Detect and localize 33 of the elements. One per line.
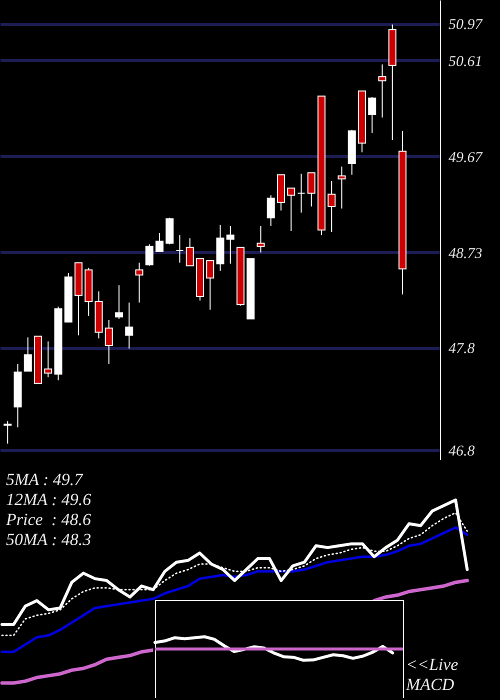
candlestick (156, 232, 164, 252)
candlestick (368, 96, 376, 134)
candlestick (307, 172, 316, 207)
annotation: 12MA : 49.6 (6, 490, 92, 510)
candlestick (115, 284, 123, 320)
candlestick (44, 340, 52, 378)
candlestick (266, 194, 275, 226)
candlestick (226, 225, 234, 264)
y-tick-label: 47.8 (448, 341, 476, 358)
candlestick (206, 260, 214, 310)
y-tick-label: 50.61 (448, 54, 482, 70)
candlestick (378, 64, 386, 118)
annotation: 50MA : 48.3 (6, 530, 92, 550)
y-tick-label: 46.8 (448, 443, 476, 460)
candlestick (186, 238, 194, 266)
y-tick-label: 48.73 (448, 246, 482, 262)
candlestick (104, 319, 113, 364)
candlestick (145, 244, 154, 266)
annotation: <<Live MACD (406, 655, 460, 695)
candlestick (256, 225, 265, 253)
annotation: Price : 48.6 (6, 510, 92, 530)
candlestick (4, 420, 12, 444)
candlestick (338, 166, 346, 210)
candlestick (125, 302, 134, 350)
candlestick (24, 336, 32, 372)
y-tick-label: 50.97 (448, 17, 484, 34)
text: 5MA : 49.7 (6, 470, 84, 490)
candlestick (287, 188, 296, 232)
candlestick (135, 262, 144, 304)
candlestick (328, 180, 336, 233)
candlestick (176, 234, 184, 264)
candlestick (297, 173, 306, 214)
y-tick-label: 49.67 (448, 150, 484, 166)
